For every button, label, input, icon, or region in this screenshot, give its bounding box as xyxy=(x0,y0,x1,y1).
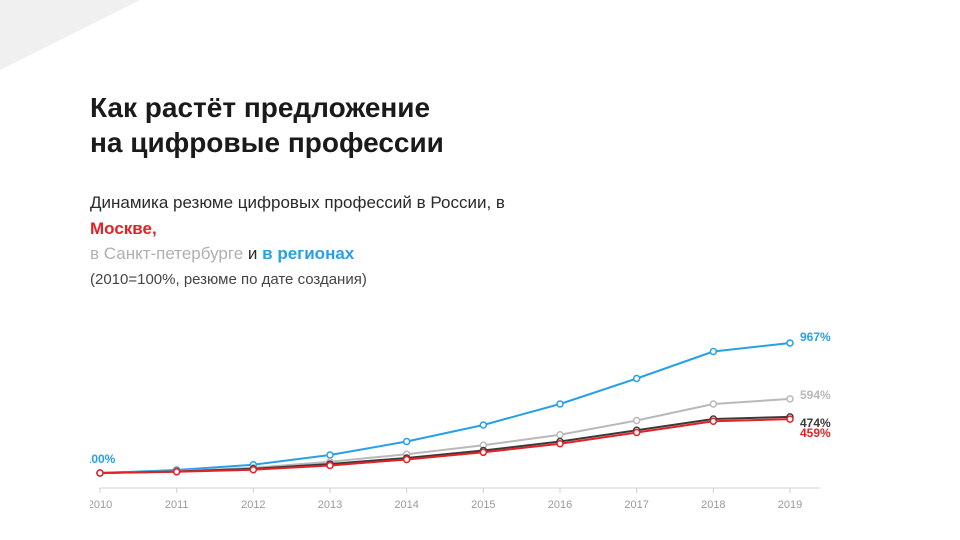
series-marker-moscow xyxy=(710,418,716,424)
chart-svg: 2010 2011 2012 2013 2014 2015 2016 2017 2018 2019… xyxy=(90,330,890,520)
content-area: Как растёт предложение на цифровые профе… xyxy=(90,90,900,288)
series-marker-moscow xyxy=(557,441,563,447)
series-marker-moscow xyxy=(327,463,333,469)
subtitle-note: (2010=100%, резюме по дате создания) xyxy=(90,271,900,288)
x-label: 2013 xyxy=(318,499,342,511)
series-endlabel-regions: 967% xyxy=(800,330,831,344)
subtitle: Динамика резюме цифровых профессий в Рос… xyxy=(90,190,510,267)
x-label: 2019 xyxy=(778,499,802,511)
series-marker-regions xyxy=(404,439,410,445)
x-label: 2014 xyxy=(394,499,418,511)
series-marker-moscow xyxy=(634,430,640,436)
title-line-1: Как растёт предложение xyxy=(90,92,430,123)
x-label: 2016 xyxy=(548,499,572,511)
series-marker-moscow xyxy=(404,457,410,463)
series-marker-moscow xyxy=(174,469,180,475)
subtitle-regions: в регионах xyxy=(262,244,354,263)
series-marker-regions xyxy=(787,340,793,346)
x-label: 2011 xyxy=(165,499,189,511)
series-endlabel-moscow: 459% xyxy=(800,426,831,440)
series-marker-moscow xyxy=(787,416,793,422)
series-marker-regions xyxy=(710,349,716,355)
x-label: 2012 xyxy=(241,499,265,511)
series-endlabel-spb: 594% xyxy=(800,388,831,402)
series-marker-regions xyxy=(557,401,563,407)
x-label: 2010 xyxy=(90,499,112,511)
x-label: 2018 xyxy=(701,499,725,511)
subtitle-prefix: Динамика резюме цифровых профессий в Рос… xyxy=(90,193,505,212)
subtitle-mid: и xyxy=(248,244,262,263)
subtitle-moscow: Москве, xyxy=(90,219,157,238)
growth-chart: 2010 2011 2012 2013 2014 2015 2016 2017 2018 2019… xyxy=(90,330,890,520)
series-marker-spb xyxy=(634,418,640,424)
series-marker-spb xyxy=(557,432,563,438)
series-marker-spb xyxy=(710,401,716,407)
subtitle-spb: Санкт-петербурге xyxy=(104,244,243,263)
series-marker-moscow xyxy=(250,467,256,473)
series-marker-regions xyxy=(327,452,333,458)
page-title: Как растёт предложение на цифровые профе… xyxy=(90,90,900,160)
corner-decoration xyxy=(0,0,140,70)
x-label: 2017 xyxy=(624,499,648,511)
title-line-2: на цифровые профессии xyxy=(90,127,444,158)
series-line-moscow xyxy=(100,419,790,473)
x-label: 2015 xyxy=(471,499,495,511)
series-marker-spb xyxy=(787,396,793,402)
series-marker-regions xyxy=(634,376,640,382)
series-marker-regions xyxy=(480,422,486,428)
series-line-spb xyxy=(100,399,790,473)
series-marker-moscow xyxy=(97,470,103,476)
baseline-label: 100% xyxy=(90,452,116,466)
subtitle-spb-prefix: в xyxy=(90,244,104,263)
series-marker-moscow xyxy=(480,449,486,455)
